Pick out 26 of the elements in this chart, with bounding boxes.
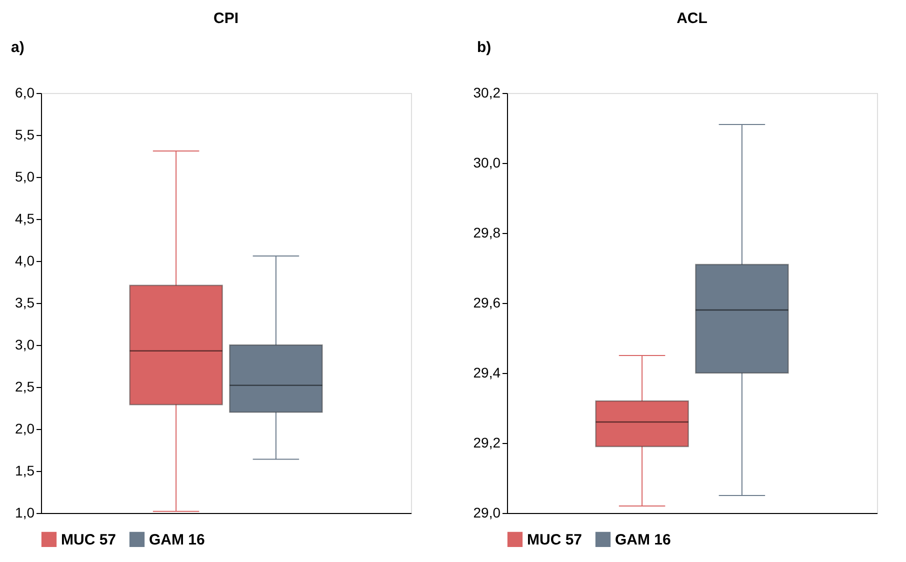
text: b) [477, 39, 492, 56]
legend-label: MUC 57 [61, 531, 116, 548]
y-tick-label: 30,0 [473, 154, 501, 170]
y-tick-label: 29,6 [473, 294, 501, 310]
y-tick-label: 4,0 [15, 252, 35, 268]
y-tick-label: 1,0 [15, 504, 35, 520]
text: a) [11, 39, 24, 56]
y-tick-label: 3,0 [15, 336, 35, 352]
y-tick-label: 5,0 [15, 168, 35, 184]
y-tick-label: 1,5 [15, 462, 35, 478]
y-tick-label: 6,0 [15, 84, 35, 100]
y-tick-label: 29,2 [473, 434, 501, 450]
chart-title: ACL [676, 10, 708, 27]
y-tick-label: 3,5 [15, 294, 35, 310]
y-tick-label: 4,5 [15, 210, 35, 226]
y-tick-label: 29,4 [473, 364, 501, 380]
chart-title: CPI [213, 10, 239, 27]
y-tick-label: 2,0 [15, 420, 35, 436]
legend-label: GAM 16 [149, 531, 205, 548]
legend-label: MUC 57 [527, 531, 582, 548]
y-tick-label: 29,8 [473, 224, 501, 240]
y-tick-label: 2,5 [15, 378, 35, 394]
legend-label: GAM 16 [615, 531, 671, 548]
y-tick-label: 5,5 [15, 126, 35, 142]
y-tick-label: 30,2 [473, 84, 501, 100]
y-tick-label: 29,0 [473, 504, 501, 520]
